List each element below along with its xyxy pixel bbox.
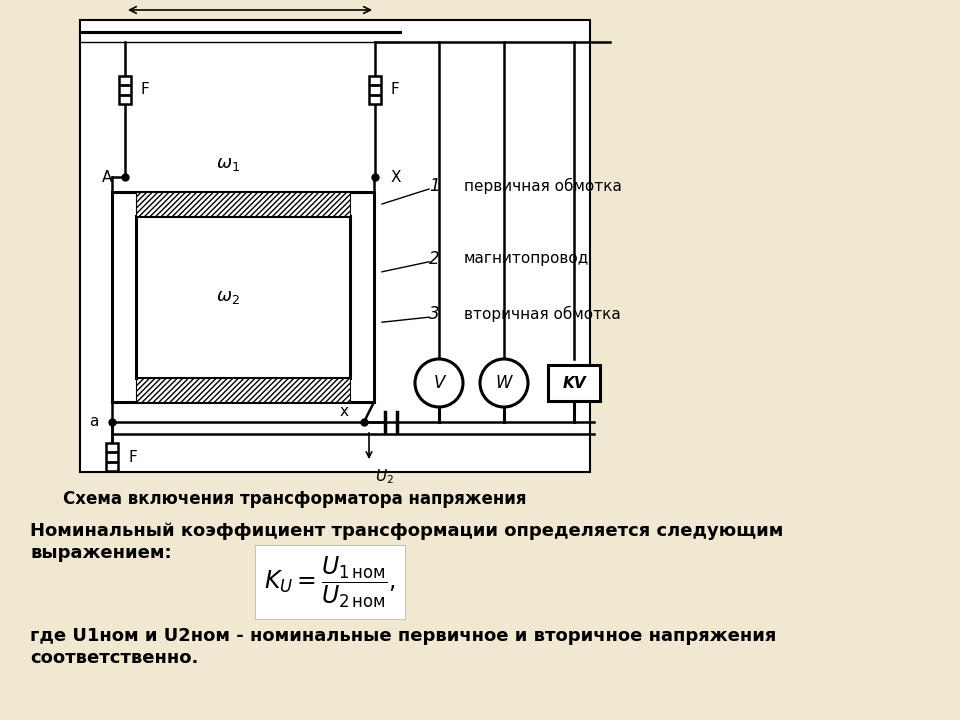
Text: a: a	[89, 415, 99, 430]
Bar	[106, 443, 118, 471]
Text: 3: 3	[429, 305, 440, 323]
Text: магнитопровод: магнитопровод	[464, 251, 589, 266]
Bar	[548, 365, 600, 401]
Bar	[136, 378, 350, 402]
Circle shape	[480, 359, 528, 407]
Text: $U_1$: $U_1$	[240, 0, 260, 2]
Text: 2: 2	[429, 250, 440, 268]
Text: F: F	[391, 82, 399, 97]
Text: где U1ном и U2ном - номинальные первичное и вторичное напряжения: где U1ном и U2ном - номинальные первично…	[30, 627, 777, 645]
Bar	[136, 192, 350, 216]
Text: F: F	[128, 449, 136, 464]
Text: вторичная обмотка: вторичная обмотка	[464, 306, 621, 323]
Bar	[136, 192, 350, 216]
Text: x: x	[340, 405, 348, 420]
Text: 1: 1	[429, 177, 440, 195]
Text: KV: KV	[563, 376, 586, 390]
Bar	[112, 192, 374, 402]
Text: W: W	[495, 374, 513, 392]
Text: Номинальный коэффициент трансформации определяется следующим: Номинальный коэффициент трансформации оп…	[30, 522, 783, 540]
Text: X: X	[391, 169, 401, 184]
Bar	[136, 378, 350, 402]
Text: $\omega_2$: $\omega_2$	[216, 288, 240, 306]
Bar	[136, 216, 350, 378]
Text: $\omega_1$: $\omega_1$	[216, 155, 240, 173]
Text: F: F	[141, 82, 150, 97]
Text: выражением:: выражением:	[30, 544, 172, 562]
Text: A: A	[102, 169, 112, 184]
Bar	[369, 76, 381, 104]
Text: первичная обмотка: первичная обмотка	[464, 178, 622, 194]
Text: Схема включения трансформатора напряжения: Схема включения трансформатора напряжени…	[63, 490, 527, 508]
Text: $K_U = \dfrac{U_{1\,\mathrm{ном}}}{U_{2\,\mathrm{ном}}},$: $K_U = \dfrac{U_{1\,\mathrm{ном}}}{U_{2\…	[264, 554, 396, 610]
Text: соответственно.: соответственно.	[30, 649, 199, 667]
Text: V: V	[433, 374, 444, 392]
Bar	[80, 20, 590, 472]
Text: $U_2$: $U_2$	[374, 467, 394, 486]
Circle shape	[415, 359, 463, 407]
Bar	[119, 76, 131, 104]
